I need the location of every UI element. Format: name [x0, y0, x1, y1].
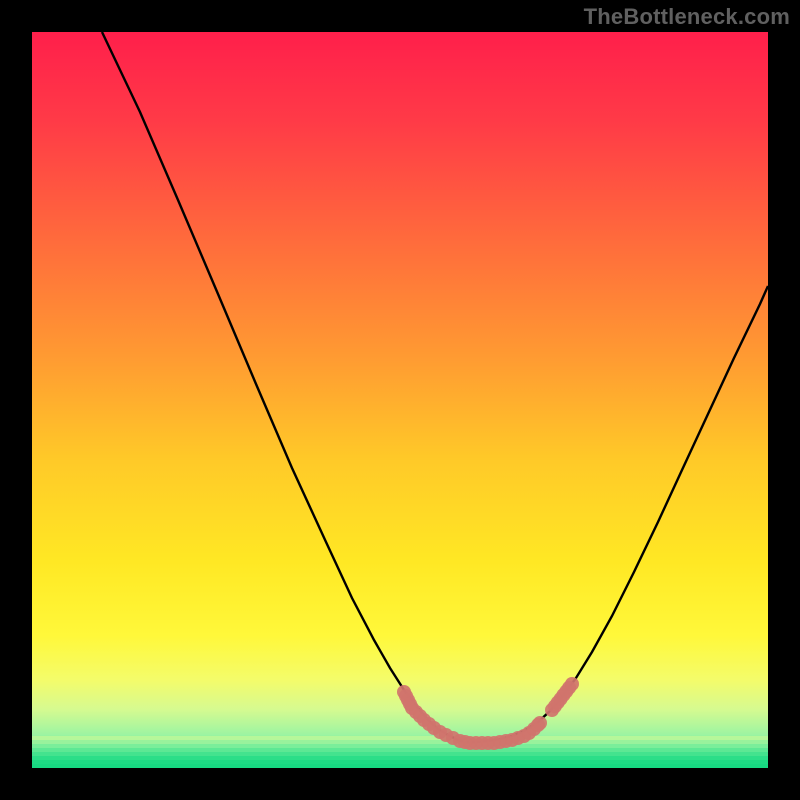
curve-right	[464, 286, 768, 742]
watermark-text: TheBottleneck.com	[584, 4, 790, 30]
marker-dot	[533, 716, 547, 730]
stage: TheBottleneck.com	[0, 0, 800, 800]
curve-left	[102, 32, 464, 742]
bottleneck-curve-svg	[32, 32, 768, 768]
plot-area	[32, 32, 768, 768]
marker-dots-main	[397, 685, 547, 750]
marker-dot-outlier	[565, 677, 579, 691]
marker-dots-outlier	[545, 677, 579, 717]
